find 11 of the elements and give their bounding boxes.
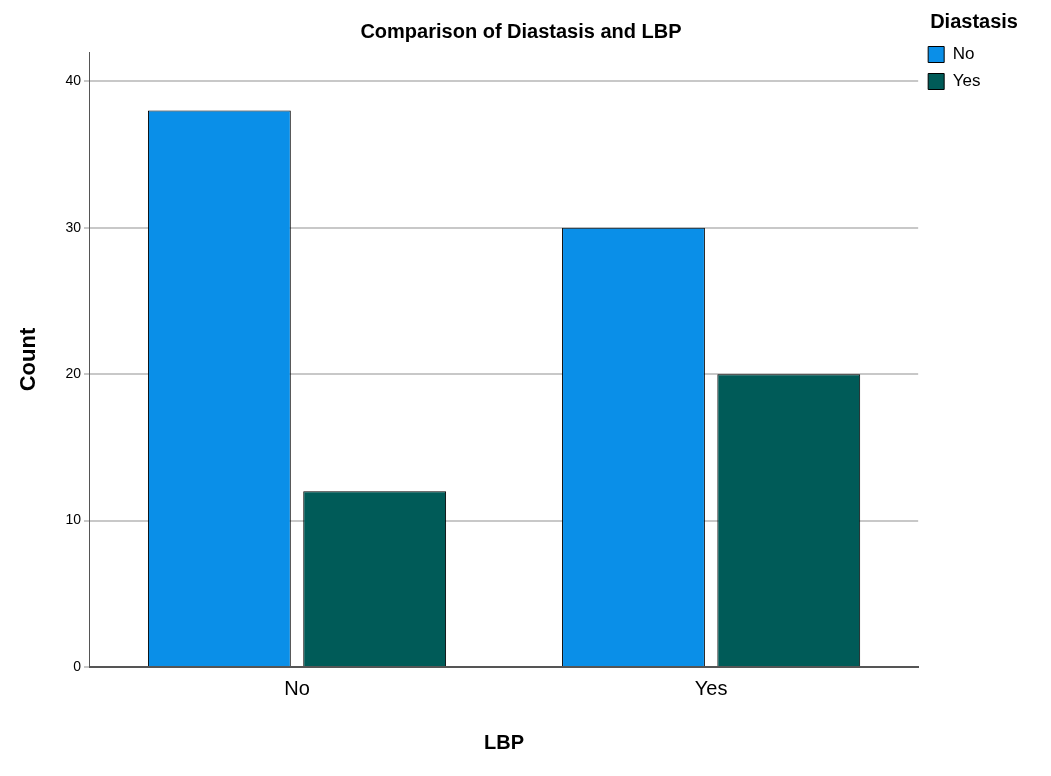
y-tick-label: 20	[65, 365, 82, 381]
y-tick-label: 40	[65, 72, 82, 89]
y-tick-label: 10	[65, 511, 82, 528]
y-tick-label: 0	[73, 657, 82, 674]
chart-title: Comparison of Diastasis and LBP	[360, 19, 682, 42]
legend-label: Yes	[952, 71, 981, 91]
legend-label: No	[952, 44, 975, 64]
y-axis-title: Count	[15, 327, 41, 392]
x-axis-title: LBP	[484, 730, 525, 753]
y-tick-label: 30	[65, 218, 82, 235]
legend-title: Diastasis	[930, 9, 1019, 32]
